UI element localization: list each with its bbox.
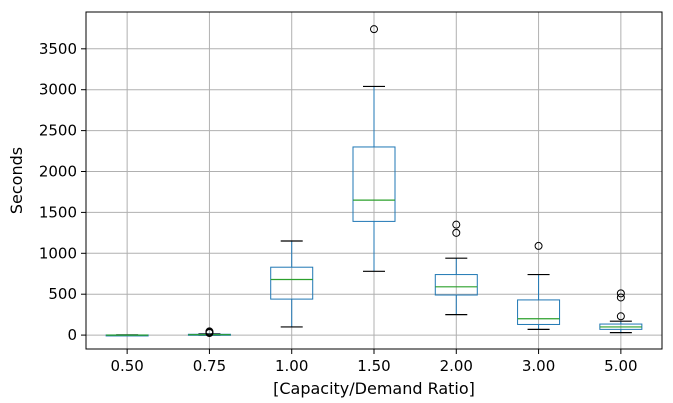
iqr-box: [270, 266, 314, 300]
outlier-point: [616, 289, 625, 298]
x-tick-label: 1.50: [357, 357, 390, 375]
y-axis-label: Seconds: [7, 147, 26, 214]
x-axis-label: [Capacity/Demand Ratio]: [273, 379, 475, 398]
y-tick-label: 0: [67, 326, 77, 344]
y-tick-label: 500: [48, 285, 77, 303]
x-tick-label: 5.00: [604, 357, 637, 375]
box-3.00: [517, 241, 561, 330]
y-tick-label: 1000: [39, 244, 77, 262]
y-tick-label: 3000: [39, 81, 77, 99]
plot-frame: [85, 11, 663, 350]
iqr-box: [352, 146, 396, 222]
x-tick-label: 1.00: [275, 357, 308, 375]
outlier-point: [616, 293, 625, 302]
outlier-point: [205, 327, 214, 336]
outlier-point: [452, 228, 461, 237]
y-tick-label: 1500: [39, 203, 77, 221]
box-0.75: [187, 327, 231, 338]
axis-ticks: 0 500 1000 1500 2000 2500 3000 3500 0.50 0.75 1.00…: [39, 40, 638, 375]
outlier-point: [534, 241, 543, 250]
iqr-box: [434, 274, 478, 296]
boxes: [105, 25, 643, 338]
outlier-point: [370, 25, 378, 34]
x-tick-label: 0.50: [110, 357, 143, 375]
y-tick-label: 3500: [39, 40, 77, 58]
y-tick-label: 2500: [39, 122, 77, 140]
box-5.00: [599, 289, 643, 334]
x-tick-label: 2.00: [440, 357, 473, 375]
outlier-point: [616, 312, 625, 321]
iqr-box: [517, 299, 561, 325]
x-tick-label: 3.00: [522, 357, 555, 375]
box-1.50: [352, 25, 396, 272]
box-2.00: [434, 220, 478, 316]
box-0.50: [105, 334, 149, 337]
outlier-point: [452, 220, 461, 229]
y-tick-label: 2000: [39, 163, 77, 181]
x-tick-label: 0.75: [193, 357, 226, 375]
box-1.00: [270, 240, 314, 328]
